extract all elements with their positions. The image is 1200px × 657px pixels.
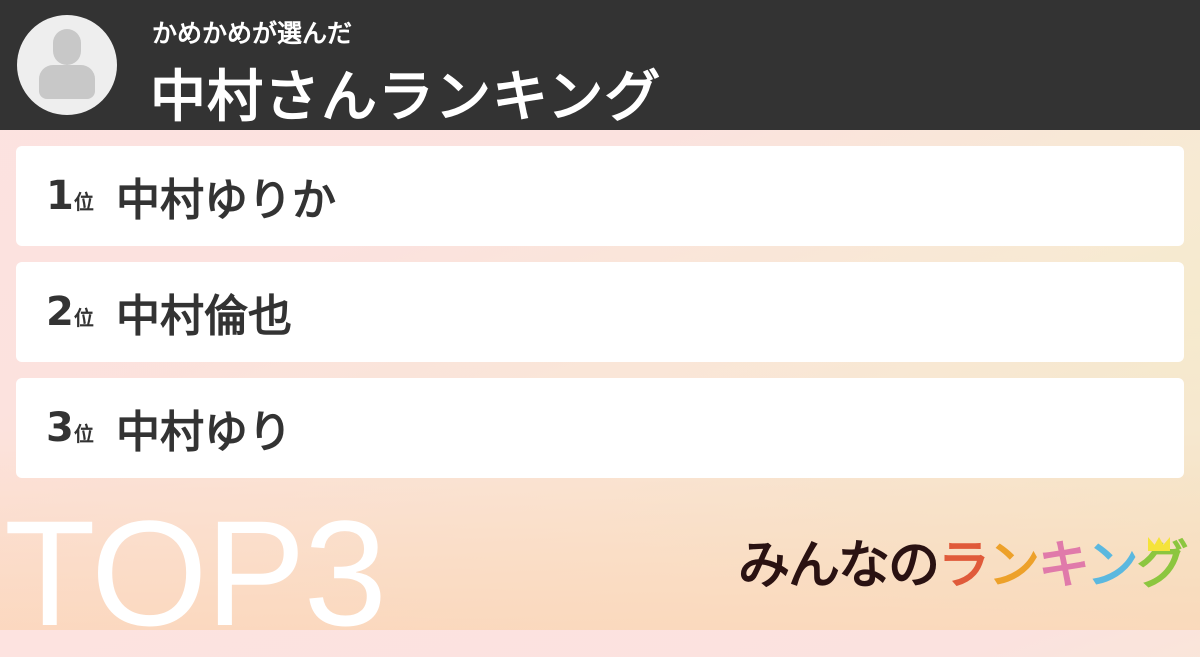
rank-label: 3位 [46, 405, 94, 451]
minna-no-ranking-logo[interactable]: みんなのランキング [738, 536, 1189, 596]
logo-char: ラ [938, 536, 990, 596]
logo-char: ン [1086, 536, 1139, 596]
ranking-name: 中村ゆりか [116, 175, 336, 226]
rank-label: 2位 [46, 289, 94, 335]
ranking-item[interactable]: 3位 中村ゆり [16, 378, 1184, 478]
logo-char: ン [988, 536, 1040, 596]
ranking-name: 中村倫也 [116, 291, 292, 342]
page-title: 中村さんランキング [150, 65, 662, 130]
ranking-item[interactable]: 2位 中村倫也 [16, 262, 1184, 362]
top3-badge: TOP3 [4, 489, 387, 657]
ranking-item[interactable]: 1位 中村ゆりか [16, 146, 1184, 246]
rank-label: 1位 [46, 173, 94, 219]
ranking-name: 中村ゆり [116, 407, 292, 458]
subtitle: かめかめが選んだ [152, 19, 353, 48]
header: かめかめが選んだ 中村さんランキング [0, 0, 1200, 130]
logo-char: キ [1038, 536, 1088, 596]
user-avatar-icon[interactable] [17, 15, 117, 115]
